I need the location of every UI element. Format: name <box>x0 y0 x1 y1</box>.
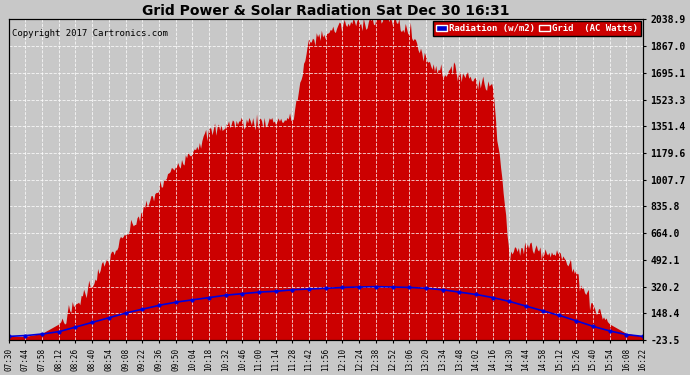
Title: Grid Power & Solar Radiation Sat Dec 30 16:31: Grid Power & Solar Radiation Sat Dec 30 … <box>142 4 509 18</box>
Text: Copyright 2017 Cartronics.com: Copyright 2017 Cartronics.com <box>12 29 168 38</box>
Legend: Radiation (w/m2), Grid  (AC Watts): Radiation (w/m2), Grid (AC Watts) <box>433 21 641 36</box>
